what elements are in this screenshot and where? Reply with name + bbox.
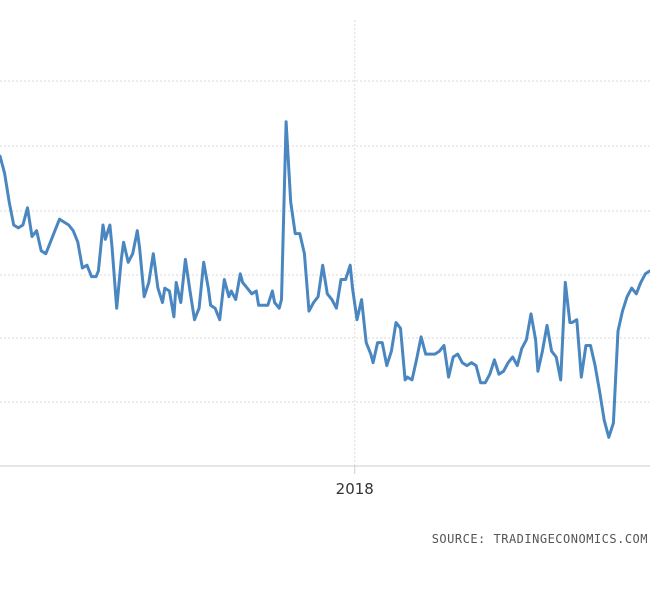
x-tick-labels: 2018 bbox=[336, 466, 374, 498]
source-label: SOURCE: TRADINGECONOMICS.COM bbox=[432, 532, 648, 546]
series-line-0 bbox=[0, 120, 650, 439]
series-layer bbox=[0, 120, 650, 439]
grid bbox=[0, 20, 650, 467]
x-tick-label: 2018 bbox=[336, 480, 374, 498]
